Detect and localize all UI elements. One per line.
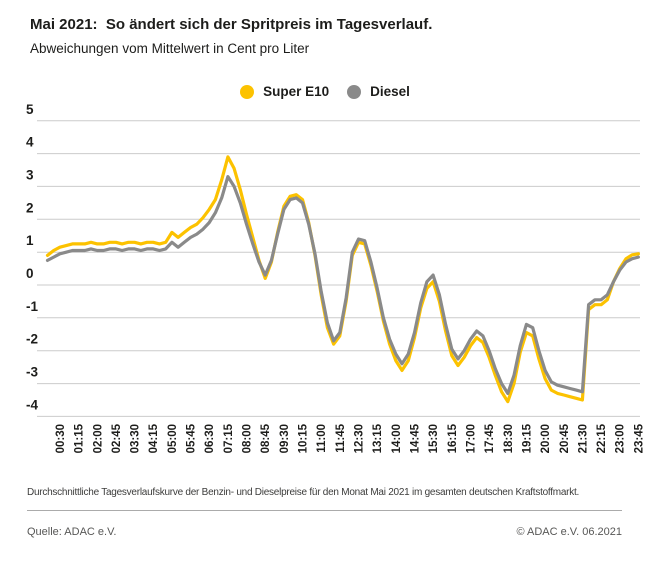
x-axis-label: 12:30 xyxy=(354,424,366,453)
x-axis-label: 02:45 xyxy=(111,423,123,453)
x-axis-label: 23:45 xyxy=(633,423,645,453)
x-axis-label: 17:45 xyxy=(484,423,496,453)
x-axis-label: 19:15 xyxy=(521,423,533,453)
x-axis-label: 15:30 xyxy=(428,424,440,453)
footnote: Durchschnittliche Tagesverlaufskurve der… xyxy=(27,487,580,498)
x-axis-label: 21:30 xyxy=(577,424,589,453)
x-axis-label: 01:15 xyxy=(74,423,86,453)
chart-subtitle: Abweichungen vom Mittelwert in Cent pro … xyxy=(30,41,310,56)
y-axis-label: -1 xyxy=(26,299,38,314)
x-axis-label: 06:30 xyxy=(204,424,216,453)
x-axis-label: 20:00 xyxy=(540,424,552,453)
x-axis-label: 08:00 xyxy=(242,424,254,453)
line-chart: 5 4 3 2 1 0 -1 -2 -3 -4 00:30 01:15 02:00 02:45 03:30 0… xyxy=(26,103,645,453)
x-axis-label: 08:45 xyxy=(260,423,272,453)
x-axis-label: 07:15 xyxy=(223,423,235,453)
x-axis-label: 14:00 xyxy=(391,424,403,453)
source-text: Quelle: ADAC e.V. xyxy=(27,526,117,538)
x-axis-label: 23:00 xyxy=(615,424,627,453)
y-axis-label: -4 xyxy=(26,397,38,412)
legend: Super E10 Diesel xyxy=(0,84,650,99)
x-axis-label: 16:15 xyxy=(447,423,459,453)
x-axis-label: 22:15 xyxy=(596,423,608,453)
x-axis-label: 04:15 xyxy=(148,423,160,453)
legend-item-diesel: Diesel xyxy=(347,84,410,99)
y-axis-label: 1 xyxy=(26,233,34,248)
copyright-text: © ADAC e.V. 06.2021 xyxy=(516,526,622,538)
x-axis-label: 11:45 xyxy=(335,423,347,452)
x-axis-label: 03:30 xyxy=(130,424,142,453)
x-axis-label: 02:00 xyxy=(92,424,104,453)
y-axis-label: 3 xyxy=(26,167,34,182)
footer-source-row: Quelle: ADAC e.V. © ADAC e.V. 06.2021 xyxy=(27,526,622,538)
x-axis-label: 20:45 xyxy=(559,423,571,453)
legend-label: Diesel xyxy=(370,84,410,99)
x-axis-label: 14:45 xyxy=(410,423,422,453)
x-axis-label: 10:15 xyxy=(298,423,310,453)
chart-title: Mai 2021: So ändert sich der Spritpreis … xyxy=(30,16,433,33)
x-axis-label: 09:30 xyxy=(279,424,291,453)
x-axis-label: 17:00 xyxy=(466,424,478,453)
series-line-super-e10 xyxy=(45,155,641,404)
legend-item-super-e10: Super E10 xyxy=(240,84,329,99)
legend-swatch-icon xyxy=(347,84,362,99)
footer-divider xyxy=(27,510,622,511)
x-axis-label: 18:30 xyxy=(503,424,515,453)
y-axis-label: 2 xyxy=(26,200,34,215)
y-axis-label: 4 xyxy=(26,135,34,150)
legend-label: Super E10 xyxy=(263,84,330,99)
x-axis-label: 11:00 xyxy=(316,424,328,453)
y-axis-label: 0 xyxy=(26,266,34,281)
y-axis-label: 5 xyxy=(26,103,34,117)
x-axis-label: 05:45 xyxy=(186,423,198,453)
series-line-diesel xyxy=(45,174,641,395)
y-axis-label: -2 xyxy=(26,332,38,347)
x-axis-label: 00:30 xyxy=(55,424,67,453)
x-axis-label: 05:00 xyxy=(167,424,179,453)
x-axis-label: 13:15 xyxy=(372,423,384,453)
y-axis-label: -3 xyxy=(26,365,38,380)
legend-swatch-icon xyxy=(240,84,255,99)
